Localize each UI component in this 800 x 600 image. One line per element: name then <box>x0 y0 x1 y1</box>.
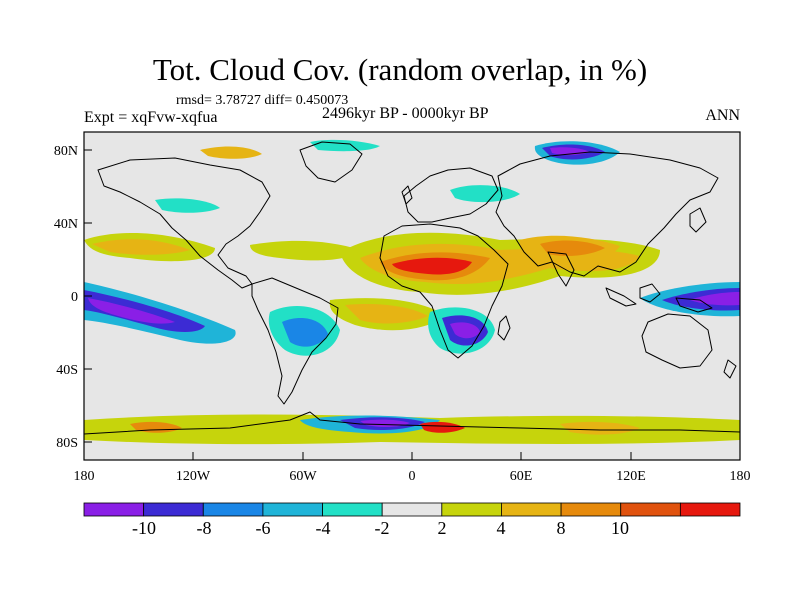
colorbar-label: -2 <box>375 518 390 538</box>
colorbar-label: -10 <box>132 518 156 538</box>
colorbar-box <box>679 502 741 517</box>
colorbar-box <box>83 502 145 517</box>
madagascar-coast <box>497 315 511 341</box>
north-america-coast <box>97 157 271 289</box>
asia-coast <box>495 151 719 277</box>
x-axis-labels: 180 120W 60W 0 60E 120E 180 <box>74 469 751 484</box>
europe-coast <box>403 167 499 223</box>
x-tick-label: 0 <box>409 469 416 484</box>
new-guinea-coast <box>675 297 713 313</box>
plot-title: Tot. Cloud Cov. (random overlap, in %) <box>152 52 648 87</box>
borneo-coast <box>639 283 661 303</box>
antarctica-coast <box>84 411 740 435</box>
colorbar-box <box>262 502 323 517</box>
india-coast <box>547 251 575 287</box>
colorbar-label: 4 <box>497 518 506 538</box>
antarctic-east-positive <box>560 421 640 435</box>
north-pacific-negative <box>155 198 220 213</box>
colorbar-box <box>441 502 502 517</box>
colorbar-box <box>143 502 204 517</box>
south-america-negative-core <box>282 318 328 347</box>
x-tick-label: 60W <box>289 469 317 484</box>
east-pacific-negative-peak <box>88 298 175 324</box>
time-period-label: 2496kyr BP - 0000kyr BP <box>322 105 489 122</box>
south-atlantic-positive-core <box>345 304 428 324</box>
colorbar-box <box>322 502 383 517</box>
antarctic-positive-peak <box>420 421 465 433</box>
y-axis-labels: 80N 40N 0 40S 80S <box>54 144 78 451</box>
colorbar-box <box>202 502 264 517</box>
colorbar-label: -4 <box>316 518 331 538</box>
x-tick-label: 120E <box>616 469 646 484</box>
x-tick-label: 180 <box>74 469 95 484</box>
sahel-positive-peak <box>392 257 472 275</box>
greenland-coast <box>299 141 363 183</box>
y-tick-label: 40N <box>54 217 78 232</box>
japan-coast <box>689 207 707 233</box>
y-axis-ticks <box>84 149 92 443</box>
y-tick-label: 40S <box>56 363 78 378</box>
x-tick-label: 60E <box>510 469 533 484</box>
anomaly-patches <box>84 139 740 445</box>
north-atlantic-negative <box>450 185 520 203</box>
colorbar-box <box>620 502 681 517</box>
south-america-coast <box>251 277 339 405</box>
season-label: ANN <box>705 107 740 124</box>
y-tick-label: 0 <box>71 290 78 305</box>
sumatra-coast <box>605 287 637 307</box>
southern-africa-negative-peak <box>450 322 480 339</box>
map-panel <box>84 132 740 460</box>
rmsd-diff-stats: rmsd= 3.78727 diff= 0.450073 <box>176 93 349 108</box>
colorbar-label: 8 <box>557 518 566 538</box>
tropical-atlantic-positive-band <box>250 240 360 261</box>
y-tick-label: 80N <box>54 144 78 159</box>
colorbar-label: -8 <box>197 518 212 538</box>
new-zealand-coast <box>723 359 737 379</box>
colorbar-label: 10 <box>611 518 629 538</box>
coastlines <box>84 141 740 435</box>
x-tick-label: 120W <box>176 469 211 484</box>
colorbar-label: 2 <box>438 518 447 538</box>
experiment-label: Expt = xqFvw-xqfua <box>84 109 218 126</box>
colorbar-box <box>501 502 562 517</box>
colorbar-box <box>560 502 622 517</box>
y-tick-label: 80S <box>56 436 78 451</box>
east-pacific-negative-core <box>84 290 205 332</box>
colorbar-box <box>381 502 443 517</box>
australia-coast <box>641 313 713 369</box>
colorbar-labels: -10 -8 -6 -4 -2 2 4 8 10 <box>132 518 629 538</box>
north-pacific-positive-core <box>92 239 190 255</box>
colorbar-label: -6 <box>256 518 271 538</box>
x-axis-ticks <box>83 452 741 460</box>
north-india-positive <box>540 240 605 256</box>
uk-coast <box>401 185 413 205</box>
map-background <box>84 132 740 460</box>
arctic-positive <box>200 146 262 159</box>
africa-coast <box>379 223 509 359</box>
colorbar <box>83 502 741 517</box>
x-tick-label: 180 <box>730 469 751 484</box>
